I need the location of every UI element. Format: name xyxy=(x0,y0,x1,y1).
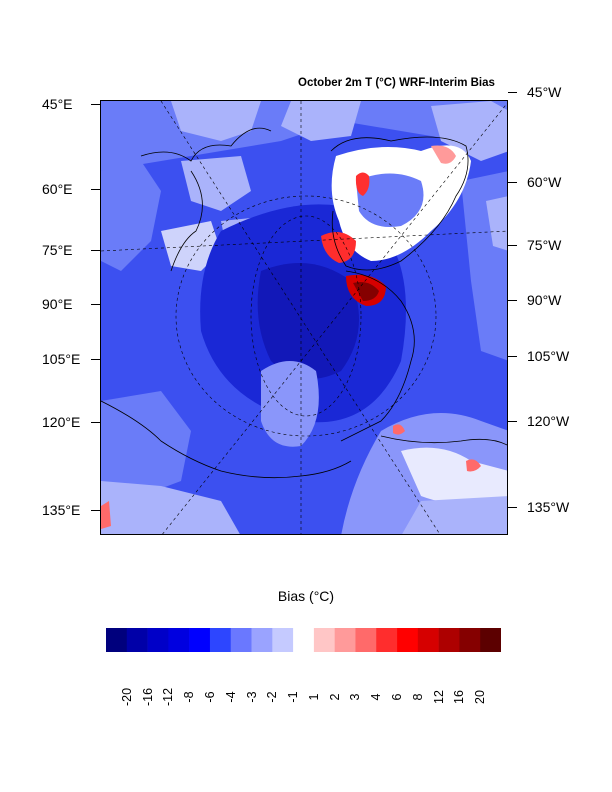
colorbar-label: -1 xyxy=(286,691,301,703)
bias-region-light xyxy=(486,196,507,251)
colorbar-label: -20 xyxy=(119,687,134,707)
colorbar-swatch xyxy=(459,628,481,652)
bias-region-deepest xyxy=(257,263,359,379)
colorbar-label: 2 xyxy=(327,693,342,701)
colorbar-swatch xyxy=(355,628,377,652)
warm-region-strong xyxy=(353,282,379,301)
lat-label-105e: 105°E xyxy=(42,351,81,367)
tick-right xyxy=(508,182,517,183)
lat-label-135w: 135°W xyxy=(527,499,570,515)
colorbar-swatch xyxy=(438,628,460,652)
warm-region xyxy=(393,424,405,435)
lat-label-120w: 120°W xyxy=(527,413,570,429)
colorbar-label: 8 xyxy=(410,693,425,701)
colorbar-label: 4 xyxy=(369,693,384,701)
tick-left xyxy=(91,510,100,511)
bias-region xyxy=(101,161,161,271)
tick-right xyxy=(508,300,517,301)
colorbar-label: 12 xyxy=(431,690,446,704)
bias-region-light xyxy=(402,496,507,534)
colorbar-swatch xyxy=(209,628,232,652)
tick-left xyxy=(91,104,100,105)
colorbar-title: Bias (°C) xyxy=(277,588,335,604)
bias-region-light xyxy=(261,361,319,447)
warm-region xyxy=(355,172,370,196)
colorbar-label: -2 xyxy=(265,691,280,703)
tick-left xyxy=(91,304,100,305)
tick-right xyxy=(508,507,517,508)
tick-left xyxy=(91,422,100,423)
coastline xyxy=(140,127,272,272)
lat-label-90e: 90°E xyxy=(42,296,73,312)
coastline xyxy=(330,136,469,271)
colorbar-label: -12 xyxy=(161,687,176,707)
bias-region xyxy=(356,173,424,227)
colorbar-label: 3 xyxy=(348,693,363,701)
bias-region-white xyxy=(401,447,507,505)
bias-region-light xyxy=(171,101,261,141)
bias-region-light xyxy=(181,156,251,211)
lat-label-90w: 90°W xyxy=(527,292,562,308)
colorbar-swatch xyxy=(126,628,148,652)
tick-left xyxy=(91,359,100,360)
map-title: October 2m T (°C) WRF-Interim Bias xyxy=(298,77,495,89)
lat-label-45w: 45°W xyxy=(527,84,562,100)
tick-right xyxy=(508,92,517,93)
coastline xyxy=(101,400,352,479)
colorbar-label: 6 xyxy=(390,693,405,701)
colorbar xyxy=(106,628,501,652)
tick-right xyxy=(508,245,517,246)
colorbar-label: -4 xyxy=(223,691,238,703)
bias-field xyxy=(101,101,507,534)
colorbar-swatch xyxy=(168,628,190,652)
colorbar-swatch xyxy=(147,628,169,652)
colorbar-label: 16 xyxy=(452,690,467,704)
bias-map xyxy=(100,100,508,535)
colorbar-swatch xyxy=(251,628,273,652)
colorbar-label: -3 xyxy=(244,691,259,703)
warm-region xyxy=(431,145,456,164)
colorbar-swatch xyxy=(272,628,294,652)
bias-region-light xyxy=(431,101,507,161)
colorbar-swatch xyxy=(376,628,398,652)
lat-label-75w: 75°W xyxy=(527,237,562,253)
colorbar-swatch xyxy=(189,628,211,652)
colorbar-label: -6 xyxy=(202,691,217,703)
bias-region xyxy=(101,391,191,496)
tick-left xyxy=(91,250,100,251)
colorbar-swatch xyxy=(334,628,356,652)
tick-left xyxy=(91,189,100,190)
colorbar-swatch xyxy=(313,628,335,652)
lat-label-45e: 45°E xyxy=(42,96,73,112)
colorbar-swatch xyxy=(293,628,315,652)
coastline xyxy=(380,435,507,446)
colorbar-label: -8 xyxy=(182,691,197,703)
lat-label-75e: 75°E xyxy=(42,242,73,258)
colorbar-swatch xyxy=(106,628,128,652)
colorbar-swatch xyxy=(417,628,439,652)
colorbar-label: 20 xyxy=(473,690,488,704)
graticule xyxy=(101,101,507,534)
lat-label-105w: 105°W xyxy=(527,348,570,364)
lat-label-60e: 60°E xyxy=(42,181,73,197)
lat-label-60w: 60°W xyxy=(527,174,562,190)
colorbar-label: -16 xyxy=(140,687,155,707)
colorbar-swatch xyxy=(397,628,419,652)
colorbar-swatch xyxy=(230,628,252,652)
warm-region xyxy=(101,501,111,529)
lat-label-120e: 120°E xyxy=(42,414,81,430)
lat-label-135e: 135°E xyxy=(42,502,81,518)
warm-region xyxy=(466,459,481,472)
tick-right xyxy=(508,421,517,422)
colorbar-label: 1 xyxy=(306,693,321,701)
tick-right xyxy=(508,356,517,357)
coastline xyxy=(340,270,415,442)
colorbar-swatch xyxy=(480,628,501,652)
bias-region-light xyxy=(101,481,240,534)
